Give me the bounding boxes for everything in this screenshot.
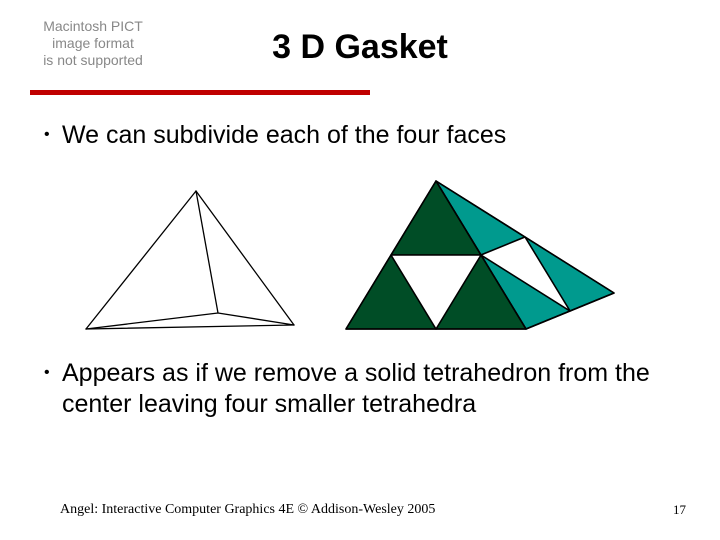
wireframe-tetra-diagram — [80, 185, 300, 335]
footer-text: Angel: Interactive Computer Graphics 4E … — [60, 502, 620, 518]
slide: Macintosh PICT image format is not suppo… — [0, 0, 720, 540]
bullet-icon: • — [44, 120, 62, 150]
page-number: 17 — [673, 502, 686, 518]
title-underline — [30, 90, 370, 95]
subdivided-tetra-diagram — [340, 175, 620, 335]
bullet-icon: • — [44, 358, 62, 388]
bullet-text: We can subdivide each of the four faces — [62, 120, 684, 151]
figures-row — [80, 165, 640, 335]
page-title: 3 D Gasket — [0, 28, 720, 67]
list-item: • Appears as if we remove a solid tetrah… — [44, 358, 684, 421]
bullet-text: Appears as if we remove a solid tetrahed… — [62, 358, 684, 421]
bullet-list-2: • Appears as if we remove a solid tetrah… — [44, 358, 684, 421]
bullet-list: • We can subdivide each of the four face… — [44, 120, 684, 151]
list-item: • We can subdivide each of the four face… — [44, 120, 684, 151]
